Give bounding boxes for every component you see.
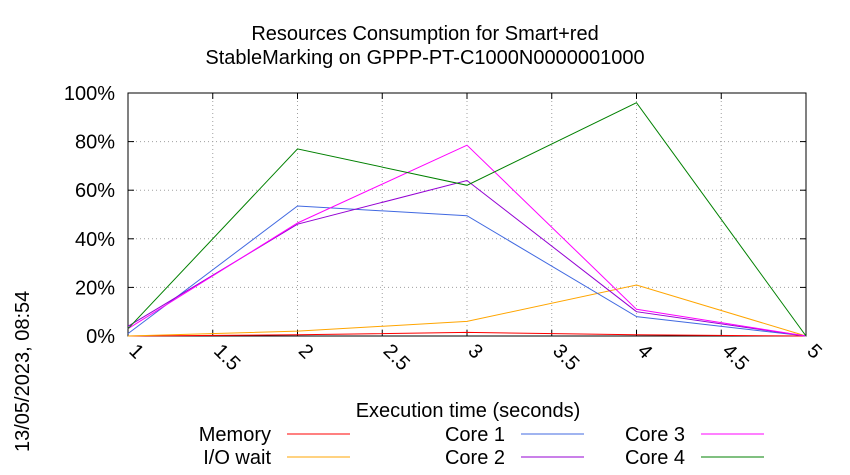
legend-label: Core 4 (625, 447, 685, 469)
x-tick-label: 4.5 (718, 340, 753, 375)
series-line (127, 179, 807, 337)
x-tick-label: 2.5 (379, 340, 414, 375)
legend-label: Core 3 (625, 424, 685, 446)
legend-label: I/O wait (203, 447, 271, 469)
y-tick-label: 0% (86, 326, 115, 348)
x-tick-label: 3 (463, 340, 486, 363)
x-tick-label: 3.5 (548, 340, 583, 375)
x-axis-label: Execution time (seconds) (355, 400, 581, 422)
series-line (127, 144, 807, 337)
x-tick-label: 5 (802, 340, 825, 363)
timestamp-label: 13/05/2023, 08:54 (12, 290, 34, 452)
legend-label: Core 1 (445, 424, 505, 446)
x-tick-label: 2 (294, 340, 317, 363)
series-line (127, 102, 807, 337)
y-tick-label: 40% (75, 229, 115, 251)
y-tick-label: 20% (75, 277, 115, 299)
y-tick-label: 80% (75, 132, 115, 154)
chart-subtitle: StableMarking on GPPP-PT-C1000N000000100… (205, 47, 645, 69)
y-tick-label: 60% (75, 180, 115, 202)
legend-label: Core 2 (445, 447, 505, 469)
x-tick-label: 1 (124, 340, 147, 363)
series-line (127, 205, 807, 337)
x-tick-label: 1.5 (209, 340, 244, 375)
x-tick-label: 4 (633, 340, 656, 363)
series-line (127, 284, 807, 337)
series-line (127, 331, 807, 337)
y-tick-label: 100% (64, 83, 115, 105)
legend-label: Memory (199, 424, 271, 446)
chart-title: Resources Consumption for Smart+red (251, 23, 599, 45)
